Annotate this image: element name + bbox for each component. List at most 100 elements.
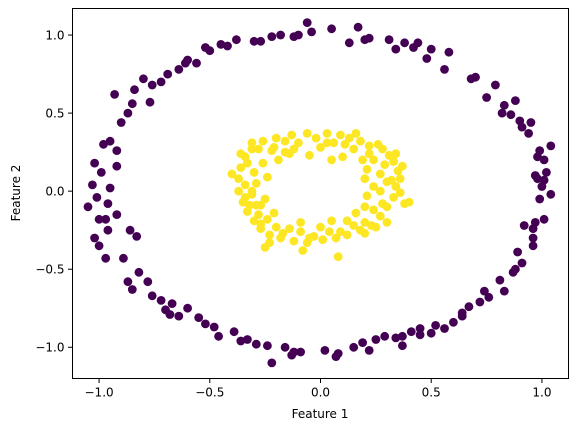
data-point (344, 133, 354, 143)
data-point (296, 227, 305, 237)
data-point (484, 292, 494, 302)
data-point (344, 38, 354, 48)
data-point (139, 74, 148, 84)
data-point (287, 130, 297, 140)
data-point (276, 30, 285, 40)
data-point (294, 138, 303, 148)
data-point (269, 208, 279, 218)
x-axis-ticks: −1.0 −0.5 0.0 0.5 1.0 (85, 378, 551, 400)
data-point (546, 141, 556, 151)
data-point (145, 97, 155, 107)
data-point (234, 186, 244, 196)
data-point (426, 44, 436, 54)
data-point (449, 317, 458, 327)
data-point (247, 186, 257, 196)
data-point (389, 157, 398, 166)
data-point (384, 35, 394, 45)
data-point (362, 191, 372, 201)
data-point (444, 47, 454, 57)
data-point (147, 291, 157, 301)
data-point (322, 129, 332, 138)
data-point (183, 55, 193, 65)
data-point (229, 327, 239, 337)
data-point (369, 205, 378, 215)
plot-frame (72, 8, 569, 379)
data-point (318, 235, 328, 245)
data-point (92, 193, 102, 202)
data-point (431, 321, 440, 330)
data-point (267, 358, 277, 368)
data-point (495, 275, 505, 285)
data-point (254, 210, 263, 220)
data-point (375, 186, 385, 196)
data-point (364, 149, 374, 159)
data-point (360, 202, 370, 212)
data-point (243, 335, 252, 344)
data-point (161, 305, 170, 315)
data-point (296, 347, 305, 357)
data-point (351, 208, 361, 218)
data-point (480, 286, 489, 296)
data-point (528, 241, 538, 251)
data-point (398, 331, 407, 341)
y-axis-ticks: −1.0 −0.5 0.0 0.5 1.0 (35, 28, 73, 355)
data-point (387, 175, 396, 185)
data-point (112, 146, 122, 156)
data-point (349, 221, 359, 230)
data-point (384, 150, 394, 160)
data-point (475, 297, 485, 307)
data-point (205, 46, 215, 56)
data-point (112, 210, 122, 220)
data-point (426, 328, 436, 338)
y-tick-label: −0.5 (35, 263, 64, 277)
data-point (236, 336, 246, 346)
data-point (305, 233, 314, 243)
data-point (147, 80, 157, 90)
data-point (336, 130, 345, 140)
data-point (395, 188, 405, 198)
data-point (415, 330, 425, 340)
data-point (358, 338, 367, 347)
data-point (351, 129, 361, 138)
data-point (511, 96, 520, 105)
data-point (398, 341, 407, 351)
data-point (499, 100, 509, 110)
data-point (263, 172, 272, 182)
data-point (83, 202, 93, 212)
data-point (371, 222, 381, 232)
data-point (342, 216, 352, 226)
data-point (105, 183, 115, 193)
data-point (280, 136, 290, 146)
data-point (356, 136, 365, 146)
data-point (256, 200, 266, 210)
data-point (209, 322, 219, 332)
data-point (174, 311, 184, 321)
data-point (240, 193, 250, 202)
data-point (267, 32, 277, 41)
data-point (316, 222, 325, 232)
data-point (103, 199, 113, 209)
data-point (94, 241, 104, 251)
data-point (125, 225, 135, 235)
data-point (263, 214, 272, 224)
data-point (391, 44, 401, 54)
data-point (327, 155, 336, 165)
data-point (143, 277, 153, 287)
data-point (333, 252, 343, 262)
data-point (537, 182, 547, 191)
data-point (223, 41, 232, 51)
data-point (524, 129, 533, 138)
data-point (192, 58, 201, 68)
data-point (539, 155, 549, 165)
x-tick-label: 0.0 (311, 386, 330, 400)
data-point (325, 227, 334, 237)
data-point (457, 308, 467, 318)
data-point (234, 174, 244, 184)
data-point (134, 267, 144, 277)
data-point (364, 33, 374, 43)
data-point (466, 74, 476, 84)
data-point (265, 238, 274, 248)
data-point (201, 319, 210, 329)
